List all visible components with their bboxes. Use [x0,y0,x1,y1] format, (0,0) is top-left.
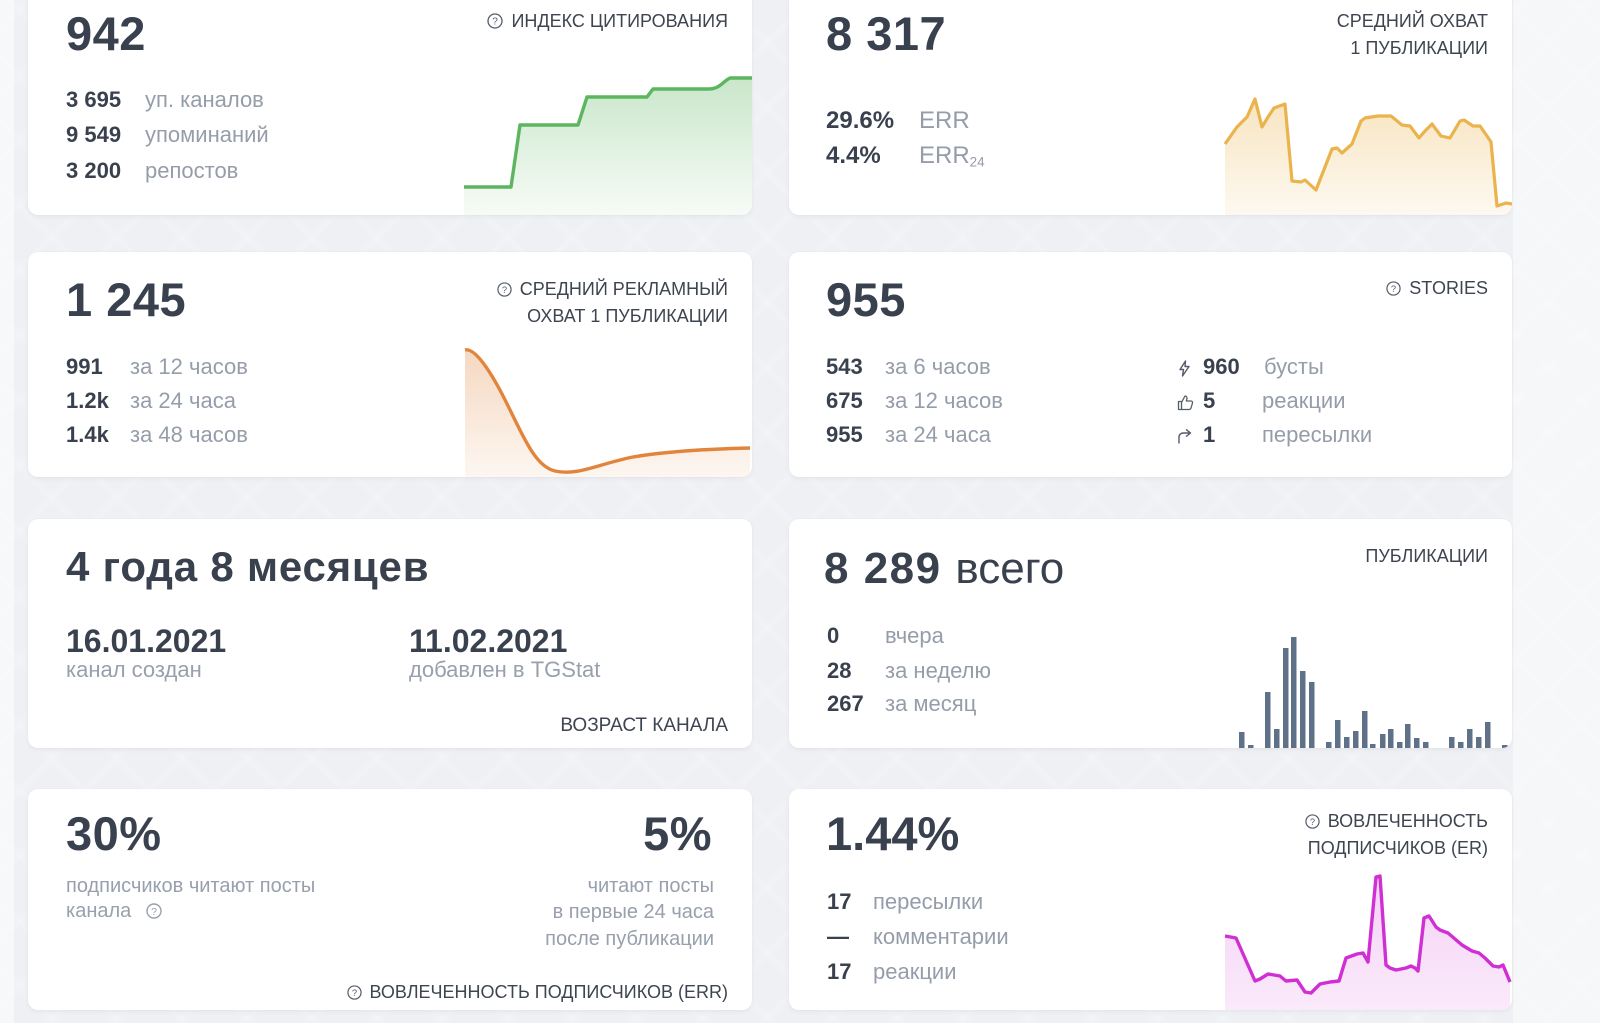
svg-text:?: ? [1391,284,1396,294]
svg-text:?: ? [351,988,356,998]
svg-text:?: ? [151,906,157,918]
svg-text:?: ? [502,285,507,295]
svg-text:?: ? [1310,817,1315,827]
svg-text:?: ? [493,17,499,28]
